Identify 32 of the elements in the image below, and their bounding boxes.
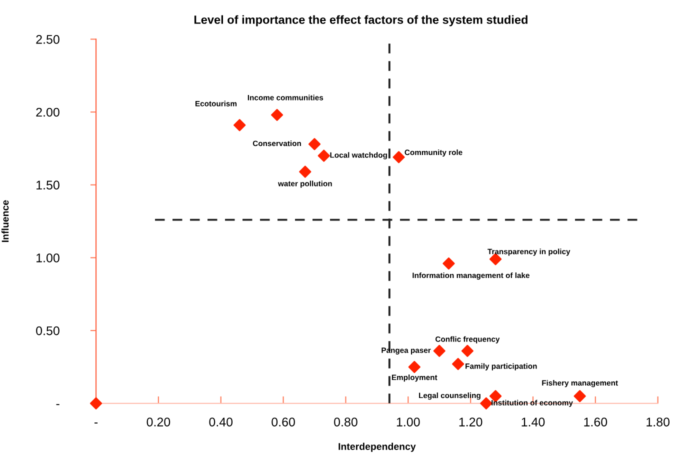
point	[392, 151, 405, 164]
point	[308, 138, 321, 150]
point	[318, 150, 330, 162]
y-axis-title: Influence	[2, 200, 9, 242]
point	[442, 257, 455, 270]
y-tick-label: 2.00	[36, 108, 60, 117]
y-tick-label: 1.00	[36, 254, 60, 262]
chart-title: Level of importance the effect factors of the system studied	[194, 15, 528, 26]
x-tick-label: 0.20	[146, 418, 170, 426]
point	[90, 397, 102, 410]
point	[299, 166, 312, 178]
x-tick-label: 1.20	[459, 418, 482, 426]
point	[234, 119, 246, 132]
y-tick-label: 2.50	[36, 34, 60, 44]
point	[461, 344, 474, 358]
x-tick-label: 0.60	[272, 418, 295, 426]
y-tick-label: 0.50	[36, 326, 60, 336]
x-axis-title: Interdependency	[338, 442, 416, 452]
y-tick-label: -	[56, 404, 60, 406]
x-tick-label: 0.80	[334, 418, 358, 426]
point	[433, 344, 446, 358]
y-tick-label: 1.50	[36, 180, 60, 190]
x-tick-label: 1.60	[584, 418, 608, 426]
point	[452, 358, 464, 370]
point	[270, 108, 284, 122]
x-tick-label: 0.40	[209, 418, 233, 426]
x-tick-label: 1.40	[522, 418, 545, 426]
x-tick-label: 1.00	[396, 418, 420, 426]
point	[574, 390, 586, 402]
point	[480, 397, 492, 410]
point	[408, 360, 420, 374]
x-tick-label: 1.80	[646, 418, 670, 426]
